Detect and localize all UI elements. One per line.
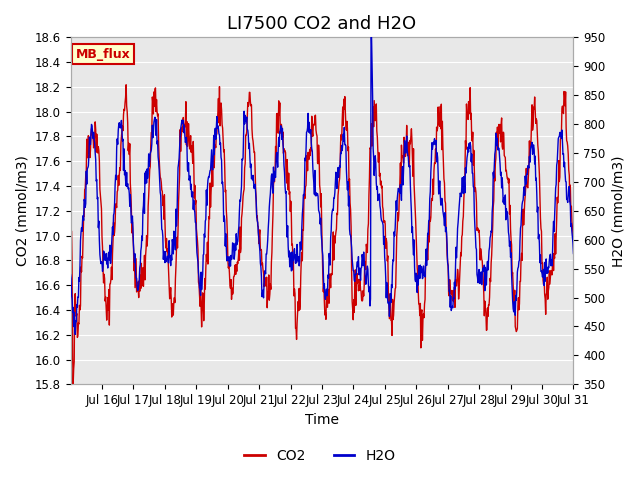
Title: LI7500 CO2 and H2O: LI7500 CO2 and H2O bbox=[227, 15, 417, 33]
Text: MB_flux: MB_flux bbox=[76, 48, 131, 61]
X-axis label: Time: Time bbox=[305, 413, 339, 427]
Legend: CO2, H2O: CO2, H2O bbox=[239, 443, 401, 468]
Y-axis label: H2O (mmol/m3): H2O (mmol/m3) bbox=[611, 155, 625, 266]
Y-axis label: CO2 (mmol/m3): CO2 (mmol/m3) bbox=[15, 156, 29, 266]
